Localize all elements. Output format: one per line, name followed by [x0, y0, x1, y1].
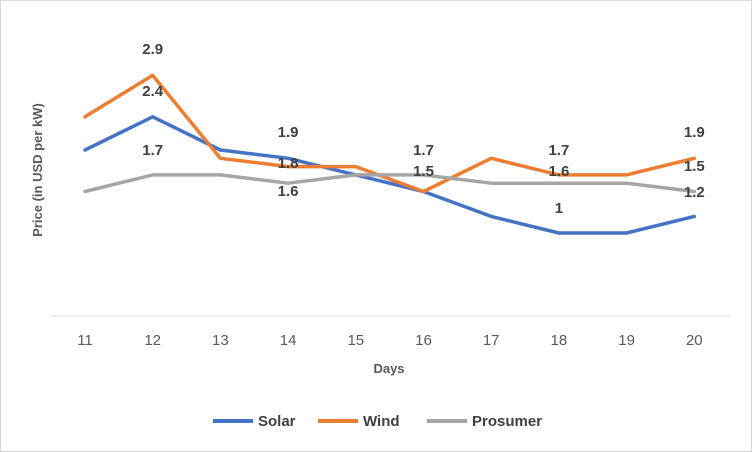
data-label: 1.7 — [548, 142, 569, 159]
data-labels: 2.9 2.4 1.7 1.9 1.8 1.6 1.7 1.5 1.7 1.6 1 1.9 1.5 1.2 — [142, 41, 704, 217]
x-tick-labels: 11 12 13 14 15 16 17 18 19 20 — [77, 332, 702, 349]
data-label: 1.5 — [684, 158, 705, 175]
legend-label-solar: Solar — [258, 413, 296, 430]
data-label: 1.6 — [548, 163, 569, 180]
y-axis-title: Price (in USD per kW) — [30, 103, 45, 237]
x-tick-label: 18 — [551, 332, 568, 349]
data-label: 1.7 — [413, 142, 434, 159]
data-label: 1.9 — [278, 124, 299, 141]
legend-label-wind: Wind — [363, 413, 400, 430]
legend-label-prosumer: Prosumer — [472, 413, 542, 430]
data-label: 1.2 — [684, 184, 705, 201]
x-tick-label: 16 — [415, 332, 432, 349]
x-tick-label: 12 — [144, 332, 161, 349]
data-label: 1.7 — [142, 142, 163, 159]
x-tick-label: 17 — [483, 332, 500, 349]
data-label: 1 — [555, 200, 563, 217]
series-line-wind — [83, 73, 697, 194]
x-tick-label: 15 — [347, 332, 364, 349]
data-label: 1.8 — [278, 155, 299, 172]
x-tick-label: 13 — [212, 332, 229, 349]
series-line-prosumer — [83, 173, 697, 194]
data-label: 1.9 — [684, 124, 705, 141]
x-axis-title: Days — [373, 361, 404, 376]
data-label: 1.6 — [278, 183, 299, 200]
x-tick-label: 11 — [77, 332, 93, 349]
x-tick-label: 19 — [618, 332, 635, 349]
x-tick-label: 20 — [686, 332, 703, 349]
x-tick-label: 14 — [280, 332, 297, 349]
series-lines — [83, 73, 697, 235]
data-label: 2.4 — [142, 83, 164, 100]
data-label: 2.9 — [142, 41, 163, 58]
series-line-solar — [83, 115, 697, 235]
data-label: 1.5 — [413, 163, 434, 180]
legend: Solar Wind Prosumer — [213, 413, 542, 430]
